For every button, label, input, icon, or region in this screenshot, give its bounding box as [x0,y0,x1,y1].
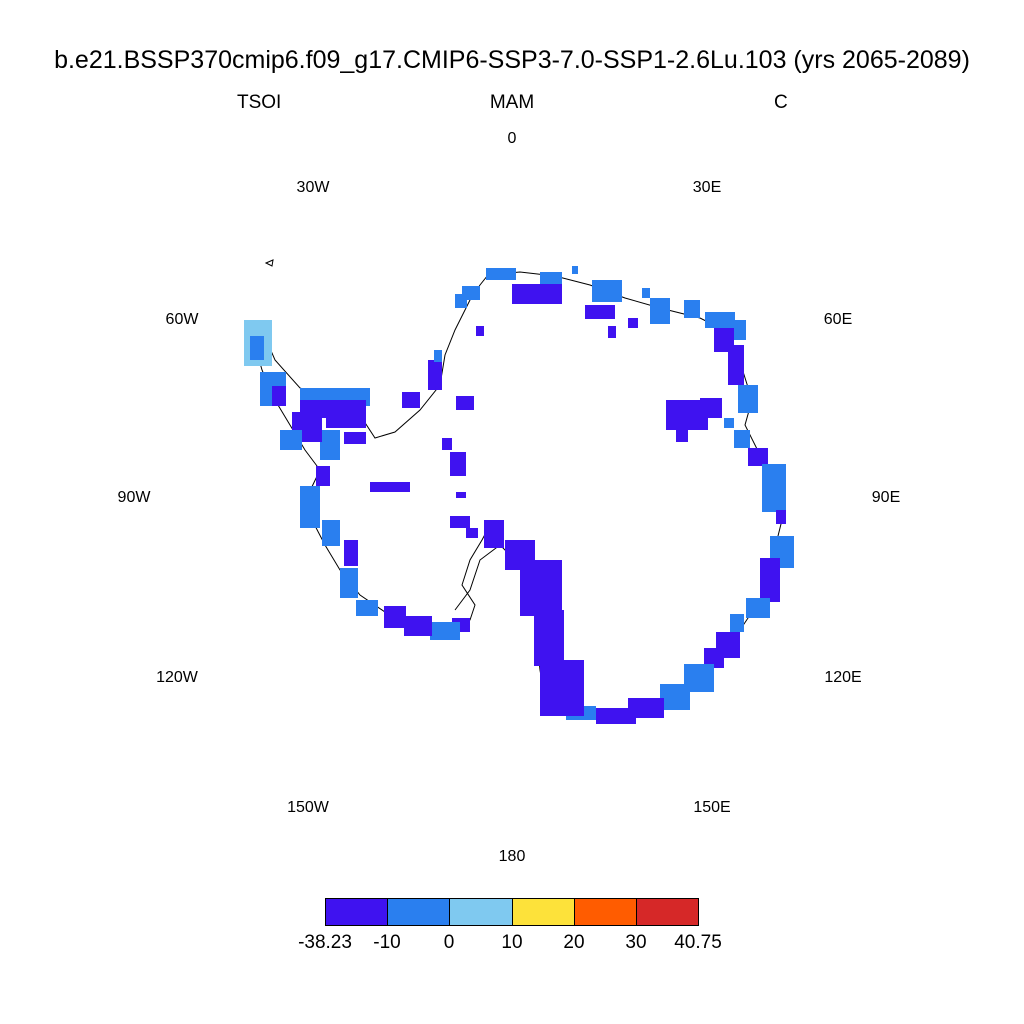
ross-ice-shelf-line [454,544,501,611]
data-cell [724,418,734,428]
data-cell [344,540,358,566]
data-cell [455,294,467,308]
data-cell [300,400,366,418]
lon-label-30w: 30W [296,179,330,196]
lon-label-120e: 120E [824,669,862,686]
season-label: MAM [489,92,535,113]
data-cell [746,598,770,618]
data-cell [450,516,470,528]
data-cell [540,660,584,716]
peninsula-islet [264,259,274,267]
colorbar-label: 0 [443,932,455,953]
data-cell [280,430,302,450]
data-cell [608,326,616,338]
data-cell [748,448,768,466]
data-cell [776,510,786,524]
data-cell [585,305,615,319]
data-cell [434,350,442,362]
data-cell [704,648,724,668]
lon-label-60e: 60E [823,311,853,328]
data-cell [592,280,622,302]
lon-label-90e: 90E [871,489,901,506]
data-cell [456,492,466,498]
variable-label: TSOI [237,92,282,113]
colorbar-swatch-6 [636,899,699,925]
lon-label-0: 0 [507,130,517,147]
data-cell [356,600,378,616]
data-cell [628,318,638,328]
data-cell [628,698,664,718]
data-cell [728,345,744,385]
colorbar-swatch-3 [450,899,513,925]
data-cell [384,606,406,628]
data-cell [596,708,636,724]
antarctica-coastline [249,271,783,721]
colorbar-swatch-1 [326,899,389,925]
colorbar-label: 20 [563,932,585,953]
data-cell [705,312,735,328]
colorbar [325,898,699,926]
colorbar-label: 40.75 [674,932,722,953]
data-cell [676,428,688,442]
data-cell [760,558,780,602]
data-cell [572,266,578,274]
units-label: C [774,92,788,113]
lon-label-60w: 60W [165,311,199,328]
colorbar-label: -10 [373,932,401,953]
data-cell [326,416,366,428]
lon-label-120w: 120W [156,669,198,686]
lon-label-150e: 150E [693,799,731,816]
colorbar-label: -38.23 [298,932,352,953]
data-cell [660,684,690,710]
data-cell [250,336,264,360]
data-cell [738,385,758,413]
data-cell [340,568,358,598]
data-cell [476,326,484,336]
data-cell [642,288,650,298]
plot-title: b.e21.BSSP370cmip6.f09_g17.CMIP6-SSP3-7.… [54,46,970,74]
data-cell [512,284,562,304]
data-cell [272,386,286,406]
lon-label-150w: 150W [287,799,329,816]
data-cell [316,466,330,486]
colorbar-swatch-2 [388,899,451,925]
data-cell [404,616,432,636]
data-cell [402,392,420,408]
data-cell [322,520,340,546]
data-cell [456,396,474,410]
data-cell [734,430,750,448]
lon-label-90w: 90W [117,489,151,506]
colorbar-label: 30 [625,932,647,953]
lon-label-180: 180 [498,848,526,865]
soil-temperature-cells [244,266,794,724]
data-cell [534,610,564,666]
data-cell [650,298,670,324]
data-cell [430,622,460,640]
data-cell [730,614,744,632]
data-cell [428,360,442,390]
colorbar-label: 10 [501,932,523,953]
data-cell [344,432,366,444]
data-cell [486,268,516,280]
colorbar-swatch-5 [574,899,637,925]
data-cell [684,300,700,318]
data-cell [540,272,562,284]
data-cell [505,540,535,570]
data-cell [450,452,466,476]
data-cell [484,520,504,548]
data-cell [300,486,320,528]
data-cell [442,438,452,450]
data-cell [466,528,478,538]
data-cell [320,430,340,460]
colorbar-swatch-4 [512,899,575,925]
data-cell [370,482,410,492]
lon-label-30e: 30E [692,179,722,196]
data-cell [762,464,786,512]
data-cell [700,398,722,418]
